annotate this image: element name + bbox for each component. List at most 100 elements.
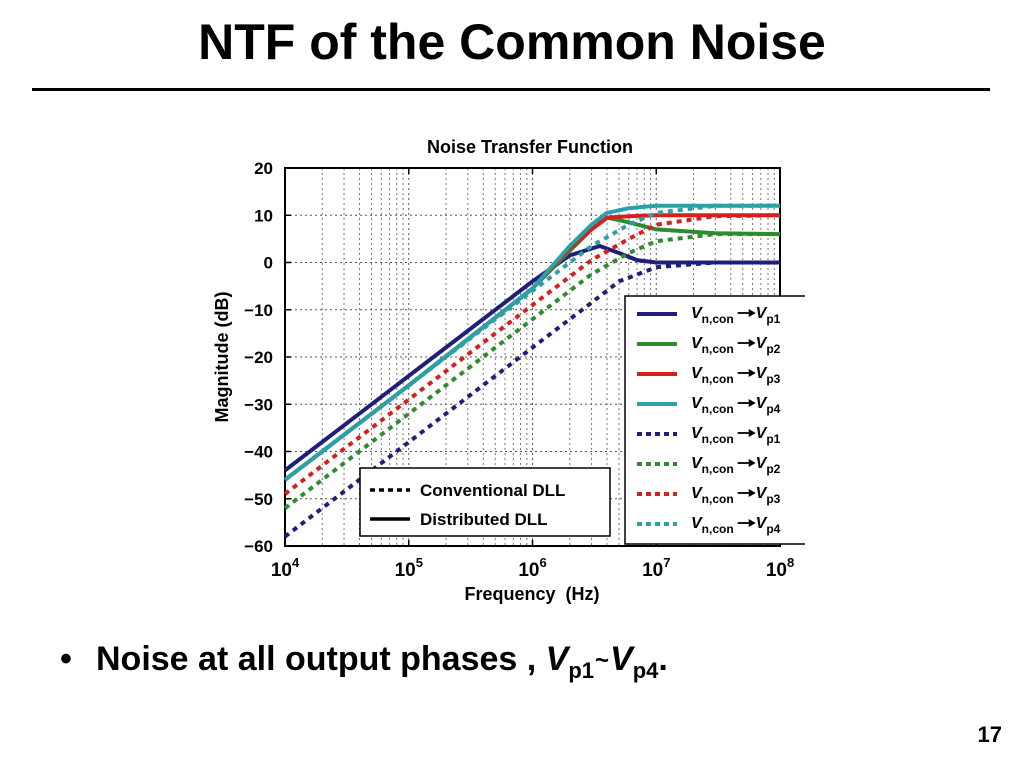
legend-from-v: V	[691, 515, 703, 532]
legend-to-v: V	[756, 365, 768, 382]
bullet-sub1: p1	[568, 658, 595, 683]
x-tick-exponent: 8	[787, 555, 794, 570]
x-tick-base: 10	[766, 560, 787, 581]
series-legend-box	[624, 295, 805, 545]
x-tick-exponent: 6	[539, 555, 546, 570]
x-tick-label: 105	[395, 555, 423, 581]
slide-title: NTF of the Common Noise	[198, 14, 826, 70]
series-legend-label: Vn,con Vp3	[691, 365, 781, 386]
x-tick-label: 106	[518, 555, 546, 581]
bullet-v2: V	[610, 640, 633, 678]
legend-to-sub: p3	[766, 492, 780, 506]
legend-arrow-head-icon	[748, 399, 756, 407]
legend-arrow-head-icon	[748, 429, 756, 437]
x-tick-base: 10	[395, 560, 416, 581]
series-legend-label: Vn,con Vp1	[691, 425, 781, 446]
style-legend-label: Distributed DLL	[420, 510, 548, 529]
legend-from-sub: n,con	[702, 492, 734, 506]
bullet-v1: V	[545, 640, 569, 678]
bullet-dot: •	[60, 640, 72, 678]
x-tick-label: 104	[271, 555, 300, 581]
legend-from-sub: n,con	[702, 462, 734, 476]
legend-to-v: V	[756, 425, 768, 442]
y-tick-label: 10	[254, 206, 273, 225]
legend-from-sub: n,con	[702, 312, 734, 326]
series-line-dotted-p2	[283, 232, 780, 510]
legend-from-v: V	[691, 455, 703, 472]
style-legend-box	[359, 467, 611, 537]
chart-title: Noise Transfer Function	[427, 137, 633, 157]
series-legend-label: Vn,con Vp2	[691, 455, 781, 476]
bullet-end: .	[658, 640, 668, 678]
legend-from-sub: n,con	[702, 342, 734, 356]
series	[283, 203, 781, 539]
legend-from-sub: n,con	[702, 402, 734, 416]
bullet-line: • Noise at all output phases , Vp1~Vp4.	[60, 640, 668, 684]
style-legend-label: Conventional DLL	[420, 481, 565, 500]
legend-from-v: V	[691, 365, 703, 382]
legend-from-v: V	[691, 335, 703, 352]
legend-from-sub: n,con	[702, 372, 734, 386]
series-line-dotted-p3	[283, 213, 781, 496]
legend-to-v: V	[756, 395, 768, 412]
legend-to-v: V	[756, 515, 768, 532]
y-tick-label: 0	[264, 254, 273, 273]
legend-from-v: V	[691, 395, 703, 412]
legend-to-v: V	[756, 305, 768, 322]
y-axis-label: Magnitude (dB)	[212, 292, 232, 423]
legend-arrow-head-icon	[748, 369, 756, 377]
legend-to-sub: p3	[766, 372, 780, 386]
x-tick-exponent: 7	[663, 555, 670, 570]
y-tick-label: −20	[244, 348, 273, 367]
series-legend-label: Vn,con Vp4	[691, 395, 781, 416]
bullet-tilde: ~	[595, 647, 610, 674]
legend-arrow-head-icon	[748, 459, 756, 467]
x-tick-label: 107	[642, 555, 670, 581]
page-number: 17	[977, 722, 1002, 747]
legend-to-sub: p1	[766, 312, 780, 326]
legend-arrow-head-icon	[748, 339, 756, 347]
series-legend-label: Vn,con Vp2	[691, 335, 781, 356]
series-line-dotted-p1	[283, 260, 780, 539]
x-tick-exponent: 4	[292, 555, 300, 570]
legend-to-sub: p4	[766, 522, 780, 536]
x-axis-label: Frequency (Hz)	[464, 584, 599, 604]
style-legend: Conventional DLL Distributed DLL	[359, 467, 611, 537]
legend-from-v: V	[691, 305, 703, 322]
x-tick-base: 10	[271, 560, 292, 581]
series-line-solid-p1	[283, 244, 780, 472]
legend-to-sub: p4	[766, 402, 780, 416]
ntf-chart: Noise Transfer Function 20 10 0 −10 −20 −30 −4…	[212, 137, 805, 604]
legend-to-sub: p2	[766, 462, 780, 476]
legend-to-sub: p2	[766, 342, 780, 356]
y-tick-label: −60	[244, 537, 273, 556]
y-tick-label: −40	[244, 443, 273, 462]
legend-from-sub: n,con	[702, 522, 734, 536]
bullet-sub2: p4	[632, 658, 659, 683]
legend-to-v: V	[756, 335, 768, 352]
legend-to-sub: p1	[766, 432, 780, 446]
legend-to-v: V	[756, 455, 768, 472]
series-legend-label: Vn,con Vp4	[691, 515, 781, 536]
series-legend-label: Vn,con Vp3	[691, 485, 781, 506]
y-tick-label: −30	[244, 395, 273, 414]
y-tick-label: −10	[244, 301, 273, 320]
legend-arrow-head-icon	[748, 519, 756, 527]
y-tick-label: −50	[244, 490, 273, 509]
legend-from-v: V	[691, 485, 703, 502]
bullet-text: Noise at all output phases ,	[96, 640, 537, 678]
title-rule	[32, 88, 990, 91]
legend-arrow-head-icon	[748, 309, 756, 317]
x-tick-base: 10	[518, 560, 539, 581]
legend-from-v: V	[691, 425, 703, 442]
y-tick-label: 20	[254, 159, 273, 178]
legend-from-sub: n,con	[702, 432, 734, 446]
x-tick-exponent: 5	[416, 555, 423, 570]
legend-arrow-head-icon	[748, 489, 756, 497]
x-tick-base: 10	[642, 560, 663, 581]
legend-to-v: V	[756, 485, 768, 502]
x-tick-label: 108	[766, 555, 794, 581]
series-legend-label: Vn,con Vp1	[691, 305, 781, 326]
